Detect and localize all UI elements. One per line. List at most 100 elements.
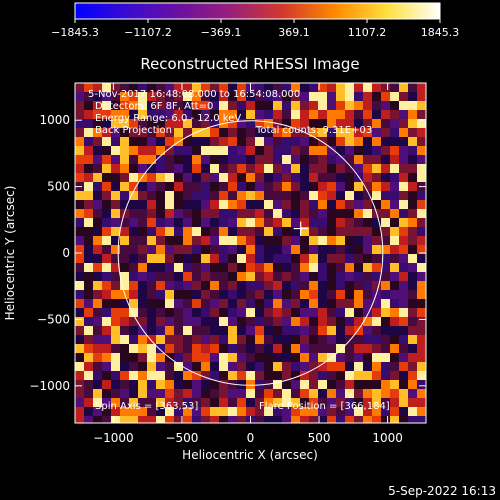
heatmap-cell [120,200,129,209]
heatmap-cell [363,326,372,335]
heatmap-cell [147,308,156,317]
heatmap-cell [408,245,417,254]
heatmap-cell [327,83,336,92]
heatmap-cell [156,173,165,182]
heatmap-cell [183,155,192,164]
heatmap-cell [264,317,273,326]
heatmap-cell [345,101,354,110]
heatmap-cell [327,272,336,281]
heatmap-cell [273,191,282,200]
heatmap-cell [210,182,219,191]
heatmap-cell [246,236,255,245]
heatmap-cell [174,362,183,371]
heatmap-cell [219,407,228,416]
heatmap-cell [291,191,300,200]
heatmap-cell [84,173,93,182]
heatmap-cell [309,290,318,299]
heatmap-cell [408,227,417,236]
heatmap-cell [75,290,84,299]
heatmap-cell [75,371,84,380]
heatmap-cell [354,110,363,119]
heatmap-cell [336,164,345,173]
heatmap-cell [264,407,273,416]
heatmap-cell [165,326,174,335]
heatmap-cell [147,362,156,371]
heatmap-cell [147,191,156,200]
heatmap-cell [363,173,372,182]
heatmap-cell [129,218,138,227]
heatmap-cell [120,353,129,362]
heatmap-cell [129,335,138,344]
heatmap-cell [381,299,390,308]
heatmap-cell [237,407,246,416]
heatmap-cell [300,155,309,164]
heatmap-cell [228,272,237,281]
heatmap-cell [282,164,291,173]
heatmap-cell [264,101,273,110]
heatmap-cell [129,146,138,155]
heatmap-cell [111,236,120,245]
heatmap-cell [354,362,363,371]
heatmap-cell [84,182,93,191]
heatmap-cell [246,371,255,380]
heatmap-cell [210,380,219,389]
heatmap-cell [138,119,147,128]
heatmap-cell [363,380,372,389]
heatmap-cell [273,101,282,110]
heatmap-cell [129,263,138,272]
heatmap-cell [165,218,174,227]
heatmap-cell [336,110,345,119]
heatmap-cell [363,353,372,362]
heatmap-cell [345,407,354,416]
heatmap-cell [246,272,255,281]
heatmap-cell [102,191,111,200]
heatmap-cell [381,137,390,146]
heatmap-cell [372,83,381,92]
heatmap-cell [372,326,381,335]
heatmap-cell [111,416,120,423]
heatmap-cell [183,263,192,272]
heatmap-cell [417,128,426,137]
heatmap-cell [381,254,390,263]
heatmap-cell [120,398,129,407]
heatmap-cell [336,362,345,371]
heatmap-cell [246,110,255,119]
heatmap-cell [192,326,201,335]
heatmap-cell [120,119,129,128]
heatmap-cell [129,101,138,110]
heatmap-cell [93,380,102,389]
heatmap-cell [210,353,219,362]
heatmap-cell [192,281,201,290]
heatmap-cell [129,83,138,92]
heatmap-cell [363,200,372,209]
heatmap-cell [228,371,237,380]
heatmap-cell [156,317,165,326]
heatmap-cell [147,218,156,227]
heatmap-cell [219,101,228,110]
heatmap-cell [165,344,174,353]
heatmap-cell [111,218,120,227]
heatmap-cell [75,191,84,200]
heatmap-cell [291,272,300,281]
heatmap-cell [75,128,84,137]
heatmap-cell [372,245,381,254]
heatmap-cell [174,389,183,398]
heatmap-cell [264,236,273,245]
heatmap-cell [345,290,354,299]
heatmap-cell [75,155,84,164]
heatmap-cell [318,92,327,101]
heatmap-cell [408,344,417,353]
heatmap-cell [111,317,120,326]
heatmap-cell [282,110,291,119]
heatmap-cell [345,272,354,281]
heatmap-cell [255,308,264,317]
heatmap-cell [399,353,408,362]
heatmap-cell [363,344,372,353]
heatmap-cell [255,344,264,353]
heatmap-cell [129,326,138,335]
heatmap-cell [237,155,246,164]
heatmap-cell [327,155,336,164]
heatmap-cell [120,146,129,155]
heatmap-cell [264,218,273,227]
heatmap-cell [156,83,165,92]
